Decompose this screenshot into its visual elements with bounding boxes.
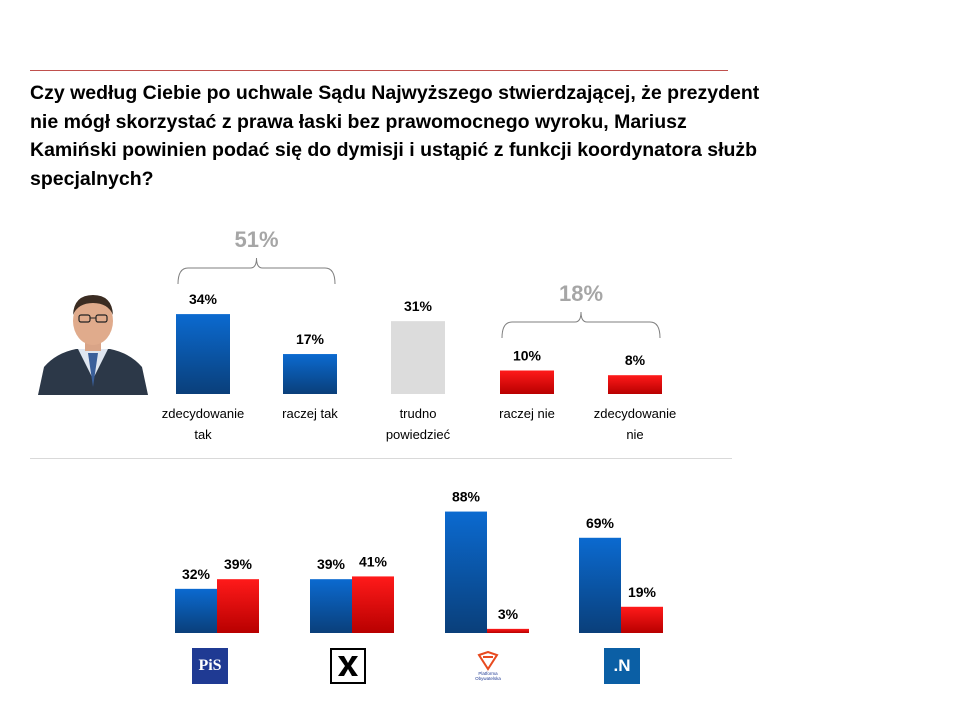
value-label-po-series-1: 88% xyxy=(452,489,481,505)
group-total-label-1: 51% xyxy=(234,227,278,252)
bar-po-series-1 xyxy=(445,511,487,633)
pis-logo-text: PiS xyxy=(198,657,222,674)
value-label-kukiz15-series-1: 39% xyxy=(317,556,346,572)
value-label-zdecydowanie-tak: 34% xyxy=(189,291,218,307)
value-label-nowoczesna-series-2: 19% xyxy=(628,584,657,600)
pis-logo: PiS xyxy=(192,648,228,684)
category-label-raczej-tak-1: raczej tak xyxy=(282,406,338,421)
top-divider xyxy=(30,70,728,71)
value-label-raczej-tak: 17% xyxy=(296,331,325,347)
nowoczesna-logo-text: .N xyxy=(613,656,631,675)
bar-kukiz15-series-2 xyxy=(352,576,394,633)
nowoczesna-logo: .N xyxy=(604,648,640,684)
bar-raczej-nie xyxy=(500,370,554,394)
value-label-raczej-nie: 10% xyxy=(513,348,542,364)
person-photo xyxy=(36,287,150,395)
group-total-label-2: 18% xyxy=(559,281,603,306)
category-label-trudno-powiedziec-1: trudno xyxy=(400,406,437,421)
value-label-pis-series-2: 39% xyxy=(224,556,253,572)
value-label-zdecydowanie-nie: 8% xyxy=(625,352,646,368)
bar-po-series-2 xyxy=(487,628,529,633)
po-logo-text: Platforma Obywatelska xyxy=(475,671,501,681)
group-bracket-1 xyxy=(177,257,336,285)
section-divider xyxy=(30,458,732,459)
category-label-zdecydowanie-nie-2: nie xyxy=(626,427,643,442)
bar-pis-series-1 xyxy=(175,588,217,633)
value-label-trudno-powiedziec: 31% xyxy=(404,298,433,314)
bar-nowoczesna-series-2 xyxy=(621,606,663,633)
survey-question: Czy według Ciebie po uchwale Sądu Najwyż… xyxy=(30,82,760,190)
value-label-po-series-2: 3% xyxy=(498,606,519,622)
bar-zdecydowanie-tak xyxy=(176,314,230,394)
bar-raczej-tak xyxy=(283,354,337,394)
bar-zdecydowanie-nie xyxy=(608,375,662,394)
bar-nowoczesna-series-1 xyxy=(579,537,621,633)
category-label-zdecydowanie-tak-1: zdecydowanie xyxy=(162,406,244,421)
po-logo: Platforma Obywatelska xyxy=(470,648,506,684)
group-bracket-2 xyxy=(501,311,661,339)
value-label-nowoczesna-series-1: 69% xyxy=(586,515,615,531)
bar-trudno-powiedziec xyxy=(391,321,445,394)
kukiz15-logo xyxy=(330,648,366,684)
category-label-zdecydowanie-nie-1: zdecydowanie xyxy=(594,406,676,421)
category-label-raczej-nie-1: raczej nie xyxy=(499,406,555,421)
value-label-kukiz15-series-2: 41% xyxy=(359,553,388,569)
value-label-pis-series-1: 32% xyxy=(182,566,211,582)
category-label-trudno-powiedziec-2: powiedzieć xyxy=(386,427,451,442)
bar-kukiz15-series-1 xyxy=(310,579,352,633)
category-label-zdecydowanie-tak-2: tak xyxy=(194,427,212,442)
bar-pis-series-2 xyxy=(217,579,259,633)
